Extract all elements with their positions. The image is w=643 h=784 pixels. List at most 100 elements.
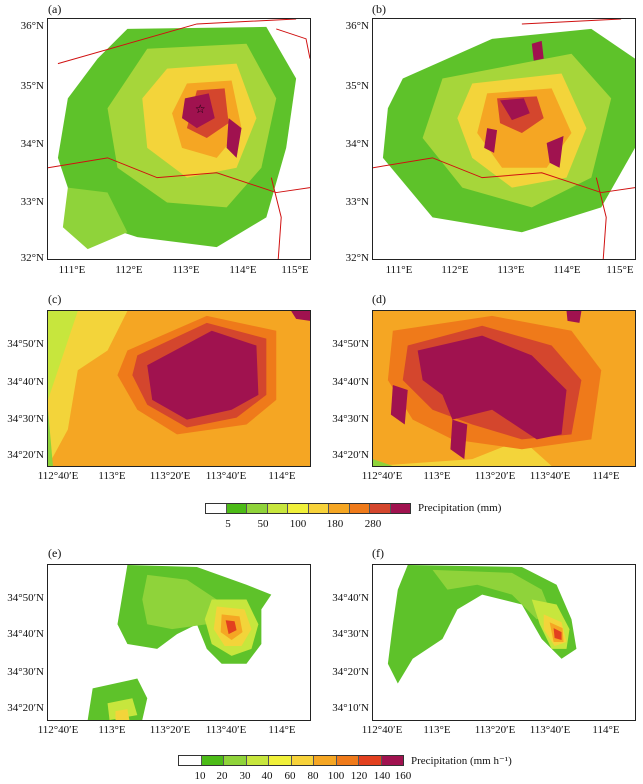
x-tick: 113°40′E bbox=[529, 470, 571, 482]
x-tick: 114°E bbox=[592, 470, 620, 482]
colorbar-tick: 60 bbox=[284, 770, 296, 782]
colorbar-tick: 180 bbox=[326, 518, 344, 530]
x-tick: 112°E bbox=[441, 264, 469, 276]
y-tick: 34°10′N bbox=[332, 702, 369, 714]
y-tick: 34°20′N bbox=[332, 666, 369, 678]
colorbar-swatch bbox=[291, 756, 314, 765]
star-marker-icon: ☆ bbox=[195, 102, 206, 116]
colorbar-tick: 50 bbox=[257, 518, 269, 530]
x-tick: 112°40′E bbox=[361, 724, 403, 736]
colorbar-tick: 5 bbox=[225, 518, 231, 530]
colorbar-swatch bbox=[349, 504, 370, 513]
x-tick: 113°40′E bbox=[205, 724, 247, 736]
map-b bbox=[372, 18, 636, 260]
panel-label: (f) bbox=[372, 546, 384, 560]
colorbar-swatch bbox=[370, 504, 391, 513]
x-tick: 113°E bbox=[423, 470, 451, 482]
y-tick: 34°30′N bbox=[7, 666, 44, 678]
colorbar-swatch bbox=[269, 756, 292, 765]
map-f bbox=[372, 564, 636, 721]
colorbar-swatch bbox=[179, 756, 202, 765]
x-tick: 114°E bbox=[553, 264, 581, 276]
colorbar-tick: 140 bbox=[373, 770, 391, 782]
colorbar-swatch bbox=[381, 756, 403, 765]
x-tick: 113°40′E bbox=[529, 724, 571, 736]
y-tick: 36°N bbox=[20, 20, 44, 32]
map-a: ☆ bbox=[47, 18, 311, 260]
colorbar-swatch bbox=[246, 756, 269, 765]
y-tick: 34°30′N bbox=[332, 628, 369, 640]
colorbar-swatch bbox=[267, 504, 288, 513]
x-tick: 114°E bbox=[268, 470, 296, 482]
colorbar-tick: 10 bbox=[194, 770, 206, 782]
colorbar-tick: 80 bbox=[307, 770, 319, 782]
map-e bbox=[47, 564, 311, 721]
colorbar-title: Precipitation (mm h⁻¹) bbox=[411, 755, 512, 767]
panel-label: (c) bbox=[48, 292, 62, 306]
y-tick: 34°20′N bbox=[7, 702, 44, 714]
colorbar-tick: 100 bbox=[327, 770, 345, 782]
colorbar-swatch bbox=[247, 504, 268, 513]
map-c bbox=[47, 310, 311, 467]
x-tick: 113°E bbox=[423, 724, 451, 736]
y-tick: 34°N bbox=[345, 138, 369, 150]
colorbar-swatch bbox=[359, 756, 382, 765]
colorbar-swatch bbox=[288, 504, 309, 513]
x-tick: 111°E bbox=[385, 264, 413, 276]
colorbar-swatch bbox=[224, 756, 247, 765]
y-tick: 34°40′N bbox=[7, 376, 44, 388]
colorbar-tick: 100 bbox=[289, 518, 307, 530]
x-tick: 112°40′E bbox=[37, 470, 79, 482]
y-tick: 34°50′N bbox=[332, 338, 369, 350]
panel-label: (a) bbox=[48, 2, 62, 16]
x-tick: 113°E bbox=[497, 264, 525, 276]
panel-label: (d) bbox=[372, 292, 386, 306]
x-tick: 113°20′E bbox=[149, 470, 191, 482]
y-tick: 33°N bbox=[20, 196, 44, 208]
y-tick: 33°N bbox=[345, 196, 369, 208]
y-tick: 34°N bbox=[20, 138, 44, 150]
x-tick: 113°20′E bbox=[474, 470, 516, 482]
y-tick: 34°40′N bbox=[7, 628, 44, 640]
colorbar-tick: 20 bbox=[216, 770, 228, 782]
colorbar-tick: 120 bbox=[350, 770, 368, 782]
y-tick: 34°20′N bbox=[332, 449, 369, 461]
y-tick: 34°30′N bbox=[332, 413, 369, 425]
map-d bbox=[372, 310, 636, 467]
y-tick: 34°40′N bbox=[332, 376, 369, 388]
colorbar-tick: 30 bbox=[239, 770, 251, 782]
x-tick: 113°E bbox=[98, 470, 126, 482]
x-tick: 112°E bbox=[115, 264, 143, 276]
colorbar-swatch bbox=[314, 756, 337, 765]
x-tick: 112°40′E bbox=[37, 724, 79, 736]
x-tick: 113°20′E bbox=[149, 724, 191, 736]
colorbar-title: Precipitation (mm) bbox=[418, 502, 502, 514]
x-tick: 114°E bbox=[592, 724, 620, 736]
x-tick: 113°E bbox=[172, 264, 200, 276]
panel-label: (e) bbox=[48, 546, 62, 560]
x-tick: 113°20′E bbox=[474, 724, 516, 736]
x-tick: 114°E bbox=[268, 724, 296, 736]
colorbar-mm bbox=[205, 503, 411, 514]
colorbar-tick: 280 bbox=[364, 518, 382, 530]
y-tick: 34°20′N bbox=[7, 449, 44, 461]
y-tick: 35°N bbox=[345, 80, 369, 92]
y-tick: 36°N bbox=[345, 20, 369, 32]
x-tick: 114°E bbox=[229, 264, 257, 276]
x-tick: 115°E bbox=[606, 264, 634, 276]
y-tick: 32°N bbox=[345, 252, 369, 264]
y-tick: 34°30′N bbox=[7, 413, 44, 425]
panel-label: (b) bbox=[372, 2, 386, 16]
y-tick: 34°40′N bbox=[332, 592, 369, 604]
colorbar-swatch bbox=[336, 756, 359, 765]
colorbar-mm-per-h bbox=[178, 755, 404, 766]
colorbar-swatch bbox=[329, 504, 350, 513]
colorbar-tick: 40 bbox=[261, 770, 273, 782]
colorbar-swatch bbox=[390, 504, 410, 513]
x-tick: 115°E bbox=[281, 264, 309, 276]
x-tick: 113°E bbox=[98, 724, 126, 736]
colorbar-swatch bbox=[201, 756, 224, 765]
x-tick: 111°E bbox=[58, 264, 86, 276]
y-tick: 35°N bbox=[20, 80, 44, 92]
y-tick: 32°N bbox=[20, 252, 44, 264]
